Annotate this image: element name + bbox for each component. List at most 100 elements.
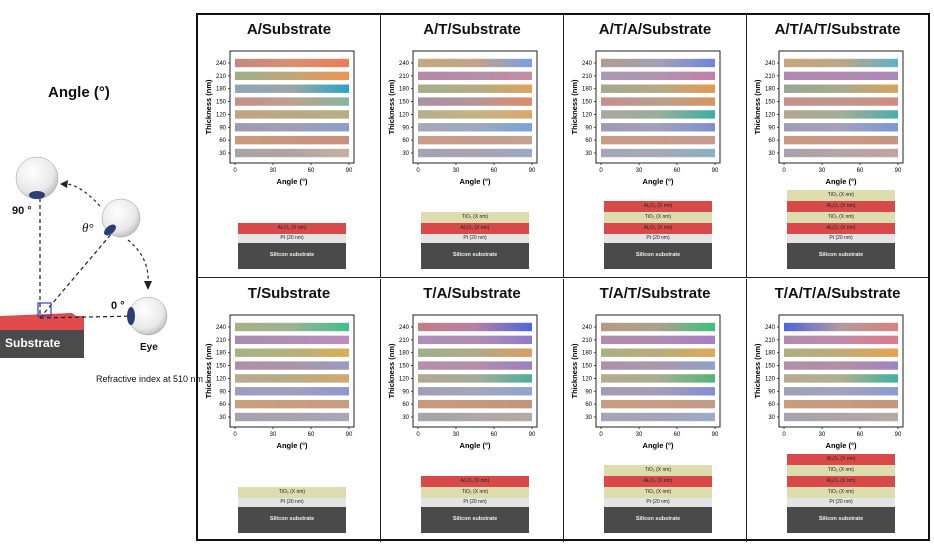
heatmap-band-210 (235, 72, 349, 80)
x-tick-label: 60 (308, 432, 315, 438)
layer-al2o3: Al₂O₃ (X nm) (238, 223, 346, 234)
y-tick-label: 240 (765, 61, 776, 67)
y-tick-label: 120 (399, 112, 410, 118)
chart-title: T/A/T/Substrate (564, 285, 746, 302)
chart-panel: T/A/T/A/Substrate30609012015018021024003… (747, 279, 928, 542)
arc-arrowhead-upper (60, 180, 68, 188)
y-tick-label: 180 (582, 351, 593, 357)
heatmap-band-30 (601, 413, 715, 421)
heatmap-band-240 (784, 323, 898, 331)
y-tick-label: 210 (582, 74, 593, 80)
heatmap-band-60 (784, 136, 898, 144)
heatmap-band-180 (235, 349, 349, 357)
plot-frame (779, 51, 903, 163)
heatmap-band-120 (235, 374, 349, 382)
y-tick-label: 90 (219, 125, 226, 131)
y-tick-label: 180 (582, 87, 593, 93)
heatmap-band-150 (235, 97, 349, 105)
plot-frame (230, 51, 354, 163)
schematic-drawing (0, 0, 196, 545)
y-tick-label: 30 (402, 415, 409, 421)
y-tick-label: 120 (582, 112, 593, 118)
y-tick-label: 240 (399, 61, 410, 67)
y-tick-label: 240 (216, 61, 227, 67)
chart-panel: A/T/A/Substrate3060901201501802102400306… (564, 15, 747, 278)
heatmap-band-120 (601, 374, 715, 382)
y-axis-label: Thickness (nm) (570, 79, 579, 135)
heatmap-band-240 (235, 323, 349, 331)
x-tick-label: 60 (857, 168, 864, 174)
eye-middle-icon (102, 199, 140, 238)
y-tick-label: 240 (216, 325, 227, 331)
y-tick-label: 150 (399, 100, 410, 106)
eye-label: Eye (140, 342, 158, 353)
layer-tio2: TiO₂ (X nm) (421, 212, 529, 223)
layer-tio2: TiO₂ (X nm) (787, 487, 895, 498)
x-tick-label: 30 (270, 432, 277, 438)
chart-title: A/T/A/T/Substrate (747, 21, 928, 38)
x-axis-label: Angle (°) (826, 177, 857, 186)
x-axis-label: Angle (°) (643, 441, 674, 450)
layer-si: Silicon substrate (238, 243, 346, 269)
y-axis-label: Thickness (nm) (753, 343, 762, 399)
heatmap-band-60 (601, 136, 715, 144)
layer-al2o3: Al₂O₃ (X nm) (421, 223, 529, 234)
y-axis-label: Thickness (nm) (387, 79, 396, 135)
y-tick-label: 90 (768, 125, 775, 131)
layer-tio2: TiO₂ (X nm) (604, 465, 712, 476)
layer-al2o3: Al₂O₃ (X nm) (787, 223, 895, 234)
plot-frame (413, 51, 537, 163)
heatmap-band-150 (235, 361, 349, 369)
y-tick-label: 150 (582, 100, 593, 106)
x-tick-label: 0 (416, 168, 420, 174)
y-axis-label: Thickness (nm) (387, 343, 396, 399)
layer-al2o3: Al₂O₃ (X nm) (604, 476, 712, 487)
y-tick-label: 90 (402, 125, 409, 131)
y-tick-label: 60 (219, 402, 226, 408)
x-tick-label: 60 (491, 168, 498, 174)
chart-title: A/T/A/Substrate (564, 21, 746, 38)
x-tick-label: 30 (819, 432, 826, 438)
y-tick-label: 90 (402, 389, 409, 395)
y-tick-label: 30 (585, 151, 592, 157)
y-tick-label: 240 (765, 325, 776, 331)
layer-si: Silicon substrate (604, 243, 712, 269)
x-tick-label: 90 (346, 168, 353, 174)
heatmap-chart: 3060901201501802102400306090Angle (°)Thi… (381, 43, 564, 193)
heatmap-band-90 (784, 123, 898, 131)
x-tick-label: 0 (782, 432, 786, 438)
chart-panel: T/Substrate3060901201501802102400306090A… (198, 279, 381, 542)
y-tick-label: 60 (402, 138, 409, 144)
heatmap-band-120 (784, 110, 898, 118)
layer-tio2: TiO₂ (X nm) (421, 487, 529, 498)
chart-panel: T/A/T/Substrate3060901201501802102400306… (564, 279, 747, 542)
heatmap-band-90 (601, 387, 715, 395)
arc-arrow-lower (128, 240, 148, 284)
heatmap-band-30 (235, 413, 349, 421)
heatmap-band-180 (601, 85, 715, 93)
y-tick-label: 90 (585, 389, 592, 395)
y-tick-label: 120 (216, 112, 227, 118)
refractive-index-note: Refractive index at 510 nm (96, 374, 203, 384)
heatmap-band-240 (601, 59, 715, 67)
x-tick-label: 90 (529, 432, 536, 438)
heatmap-band-240 (235, 59, 349, 67)
heatmap-band-120 (418, 374, 532, 382)
heatmap-band-30 (601, 149, 715, 157)
y-tick-label: 120 (765, 112, 776, 118)
x-tick-label: 30 (636, 432, 643, 438)
chart-panel: A/Substrate3060901201501802102400306090A… (198, 15, 381, 278)
heatmap-band-180 (235, 85, 349, 93)
heatmap-band-240 (418, 59, 532, 67)
y-tick-label: 180 (765, 351, 776, 357)
y-tick-label: 240 (582, 325, 593, 331)
y-tick-label: 60 (585, 138, 592, 144)
y-tick-label: 60 (768, 402, 775, 408)
heatmap-band-180 (784, 85, 898, 93)
y-tick-label: 90 (768, 389, 775, 395)
x-tick-label: 90 (895, 168, 902, 174)
layer-tio2: TiO₂ (X nm) (604, 487, 712, 498)
heatmap-chart: 3060901201501802102400306090Angle (°)Thi… (198, 43, 381, 193)
y-tick-label: 120 (216, 376, 227, 382)
heatmap-band-180 (601, 349, 715, 357)
